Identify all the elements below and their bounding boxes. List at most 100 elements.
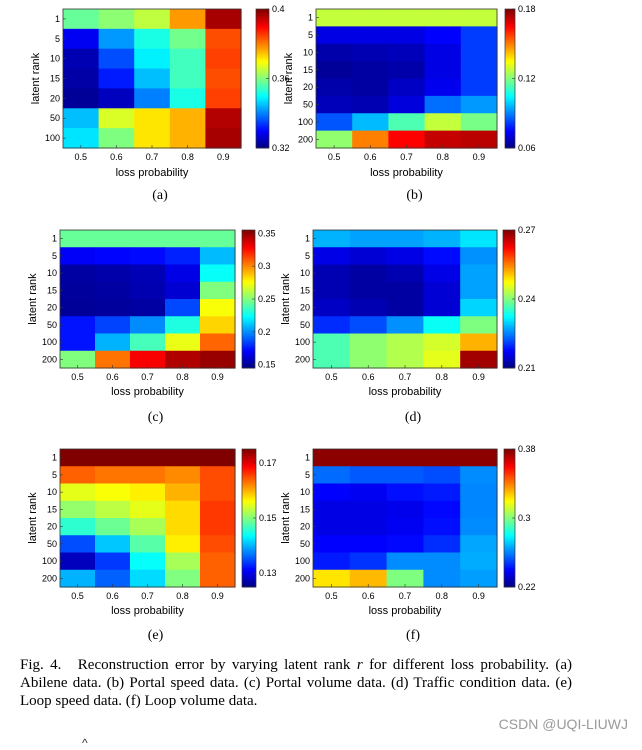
- colorbar-segment: [256, 108, 269, 112]
- colorbar-segment: [504, 472, 515, 476]
- heatmap-cell: [130, 569, 166, 588]
- heatmap-cell: [95, 299, 131, 317]
- y-tick-label: 1: [55, 14, 60, 24]
- y-tick-label: 50: [300, 320, 310, 330]
- colorbar-segment: [242, 314, 255, 317]
- colorbar-segment: [256, 89, 269, 93]
- colorbar-segment: [242, 584, 256, 588]
- colorbar-segment: [505, 61, 515, 64]
- colorbar-segment: [503, 342, 515, 345]
- colorbar-segment: [256, 28, 269, 32]
- heatmap-cell: [200, 350, 236, 369]
- colorbar-segment: [505, 104, 515, 108]
- y-axis-label: latent rank: [283, 52, 295, 104]
- colorbar-tick-label: 0.12: [518, 74, 536, 84]
- heatmap-cell: [388, 78, 426, 97]
- colorbar-segment: [242, 492, 256, 495]
- heatmap-cell: [460, 350, 498, 369]
- colorbar-segment: [256, 48, 269, 51]
- colorbar-segment: [256, 17, 269, 21]
- colorbar-segment: [242, 283, 255, 287]
- colorbar-segment: [504, 558, 515, 562]
- heatmap-cell: [95, 316, 131, 335]
- heatmap-cell: [313, 518, 351, 536]
- colorbar-segment: [242, 477, 256, 480]
- colorbar-segment: [256, 26, 269, 30]
- heatmap-cell: [60, 264, 96, 283]
- y-tick-label: 100: [42, 556, 57, 566]
- heatmap-cell: [98, 48, 135, 70]
- heatmap-cell: [316, 95, 353, 114]
- y-tick-label: 1: [305, 453, 310, 463]
- colorbar-segment: [504, 526, 515, 530]
- y-tick-label: 200: [298, 134, 313, 144]
- colorbar-segment: [503, 346, 515, 350]
- heatmap-cell: [165, 535, 201, 554]
- x-tick-label: 0.5: [325, 591, 338, 601]
- colorbar-segment: [242, 320, 255, 324]
- colorbar-tick-label: 0.27: [518, 225, 536, 235]
- heatmap-cell: [386, 466, 424, 485]
- heatmap-cell: [165, 518, 201, 536]
- colorbar-segment: [256, 9, 269, 12]
- colorbar-segment: [242, 449, 256, 452]
- y-tick-label: 20: [300, 522, 310, 532]
- figure-caption: Fig. 4. Reconstruction error by varying …: [20, 656, 572, 710]
- heatmap-cell: [169, 48, 206, 70]
- heatmap-cell: [95, 518, 131, 536]
- colorbar-segment: [242, 530, 256, 534]
- heatmap-cell: [95, 264, 131, 283]
- colorbar-segment: [504, 451, 515, 454]
- colorbar-segment: [242, 489, 256, 493]
- heatmap-cell: [316, 130, 353, 149]
- heatmap-cell: [60, 518, 96, 536]
- y-tick-label: 10: [47, 268, 57, 278]
- x-tick-label: 0.8: [436, 372, 449, 382]
- x-tick-label: 0.8: [181, 152, 194, 162]
- colorbar-segment: [256, 143, 269, 147]
- colorbar-segment: [505, 71, 515, 75]
- heatmap-cell: [134, 88, 171, 109]
- colorbar-segment: [503, 359, 515, 363]
- colorbar-segment: [242, 526, 256, 530]
- heatmap-cell: [95, 281, 131, 300]
- heatmap-cell: [423, 281, 461, 300]
- heatmap-cell: [165, 449, 201, 467]
- heatmap-cell: [205, 48, 242, 70]
- heatmap-cell: [60, 316, 96, 335]
- x-tick-label: 0.8: [176, 372, 189, 382]
- colorbar-segment: [242, 365, 255, 369]
- colorbar-segment: [505, 56, 515, 60]
- heatmap-cell: [423, 264, 461, 283]
- colorbar-segment: [242, 569, 256, 573]
- heatmap-cell: [349, 299, 388, 317]
- colorbar-segment: [242, 548, 256, 551]
- colorbar-segment: [256, 87, 269, 90]
- heatmap-cell: [169, 28, 206, 50]
- y-tick-label: 1: [52, 453, 57, 463]
- x-tick-label: 0.6: [106, 591, 119, 601]
- colorbar-segment: [256, 45, 269, 49]
- colorbar-segment: [503, 266, 515, 270]
- heatmap-cell: [424, 9, 462, 27]
- colorbar-segment: [503, 344, 515, 347]
- y-axis-label: latent rank: [280, 492, 292, 544]
- heatmap-cell: [63, 28, 100, 50]
- colorbar-tick-label: 0.13: [259, 568, 277, 578]
- heatmap-cell: [205, 88, 242, 109]
- heatmap-cell: [165, 552, 201, 571]
- heatmap-cell: [460, 518, 498, 536]
- x-tick-label: 0.9: [473, 152, 486, 162]
- colorbar-segment: [505, 41, 515, 45]
- colorbar-segment: [504, 518, 515, 521]
- y-axis-label: latent rank: [27, 492, 39, 544]
- y-tick-label: 1: [308, 13, 313, 23]
- colorbar-segment: [242, 546, 256, 549]
- colorbar-segment: [256, 121, 269, 125]
- colorbar-segment: [503, 322, 515, 326]
- colorbar-segment: [242, 483, 256, 487]
- heatmap-cell: [388, 95, 426, 114]
- heatmap-cell: [424, 43, 462, 62]
- colorbar-segment: [256, 111, 269, 114]
